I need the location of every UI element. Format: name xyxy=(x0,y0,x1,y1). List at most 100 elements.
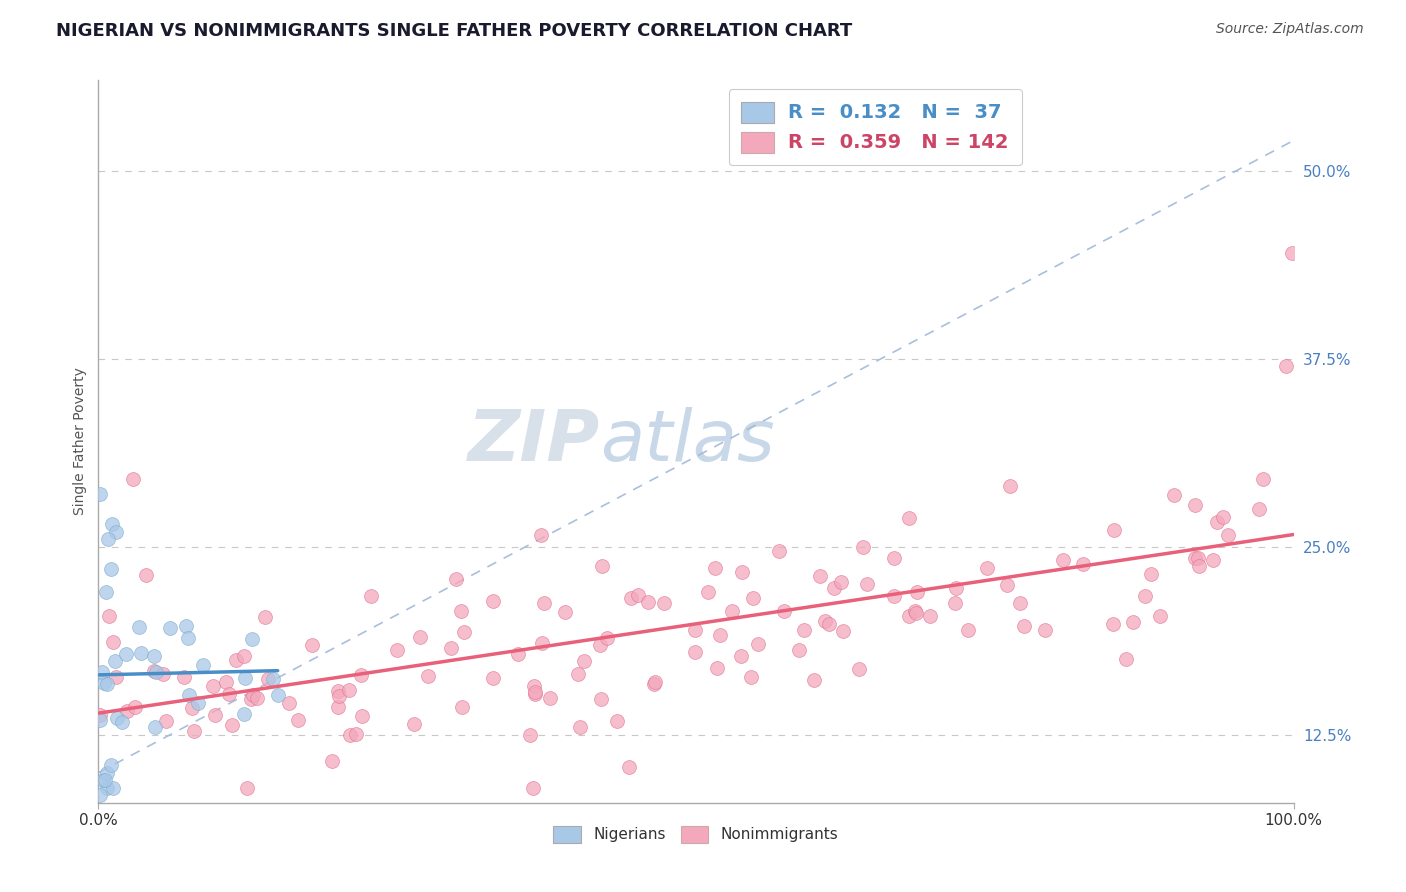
Point xyxy=(124,700,146,714)
Point xyxy=(91,665,114,680)
Point xyxy=(995,578,1018,592)
Point xyxy=(131,646,153,660)
Point xyxy=(91,773,114,788)
Point xyxy=(176,631,198,645)
Point xyxy=(143,720,166,734)
Point xyxy=(93,675,115,690)
Point xyxy=(225,653,247,667)
Point xyxy=(105,670,128,684)
Point xyxy=(1133,589,1156,603)
Point xyxy=(1275,359,1298,374)
Point xyxy=(808,569,831,583)
Point xyxy=(128,620,150,634)
Point xyxy=(637,595,659,609)
Point xyxy=(232,649,254,664)
Point xyxy=(101,780,124,795)
Point xyxy=(1212,509,1234,524)
Point xyxy=(104,654,127,668)
Point xyxy=(100,562,122,576)
Point xyxy=(98,608,121,623)
Text: ZIP: ZIP xyxy=(468,407,600,476)
Point xyxy=(1101,617,1123,632)
Point xyxy=(1251,472,1274,486)
Point xyxy=(444,572,467,586)
Point xyxy=(344,727,367,741)
Point xyxy=(215,675,238,690)
Point xyxy=(538,691,561,706)
Point xyxy=(183,723,205,738)
Point xyxy=(818,616,841,631)
Point xyxy=(627,588,650,602)
Point xyxy=(773,604,796,618)
Text: NIGERIAN VS NONIMMIGRANTS SINGLE FATHER POVERTY CORRELATION CHART: NIGERIAN VS NONIMMIGRANTS SINGLE FATHER … xyxy=(56,22,852,40)
Point xyxy=(793,624,815,638)
Point xyxy=(218,687,240,701)
Point xyxy=(1071,557,1094,571)
Point xyxy=(589,638,612,652)
Point xyxy=(481,671,503,685)
Point xyxy=(287,713,309,727)
Point xyxy=(100,758,122,772)
Point xyxy=(696,585,718,599)
Point xyxy=(1033,624,1056,638)
Point xyxy=(533,596,555,610)
Point xyxy=(595,632,617,646)
Point xyxy=(105,711,128,725)
Point xyxy=(122,472,145,486)
Point xyxy=(173,670,195,684)
Point xyxy=(321,754,343,768)
Point xyxy=(267,688,290,702)
Point xyxy=(569,720,592,734)
Point xyxy=(89,707,111,722)
Point xyxy=(883,589,905,603)
Point xyxy=(143,664,166,678)
Point xyxy=(683,644,706,658)
Point xyxy=(523,687,546,701)
Point xyxy=(1149,609,1171,624)
Point xyxy=(404,716,426,731)
Y-axis label: Single Father Poverty: Single Father Poverty xyxy=(73,368,87,516)
Point xyxy=(1247,502,1270,516)
Point xyxy=(740,670,762,684)
Point xyxy=(278,696,301,710)
Point xyxy=(440,641,463,656)
Point xyxy=(730,648,752,663)
Point xyxy=(96,677,118,691)
Point xyxy=(339,729,361,743)
Point xyxy=(1184,499,1206,513)
Point xyxy=(1104,524,1126,538)
Point xyxy=(898,511,921,525)
Point xyxy=(731,565,754,579)
Point xyxy=(617,760,640,774)
Point xyxy=(115,647,138,661)
Point xyxy=(326,684,349,698)
Point xyxy=(830,575,852,590)
Point xyxy=(855,577,877,591)
Point xyxy=(152,666,174,681)
Point xyxy=(741,591,763,605)
Point xyxy=(1008,596,1031,610)
Point xyxy=(233,671,256,685)
Point xyxy=(191,658,214,673)
Point xyxy=(1122,615,1144,629)
Point xyxy=(242,688,264,702)
Point xyxy=(453,625,475,640)
Point xyxy=(416,668,439,682)
Point xyxy=(998,479,1021,493)
Point xyxy=(94,773,117,788)
Point xyxy=(239,692,262,706)
Point xyxy=(301,638,323,652)
Point xyxy=(143,648,166,663)
Point xyxy=(179,688,201,702)
Text: Source: ZipAtlas.com: Source: ZipAtlas.com xyxy=(1216,22,1364,37)
Point xyxy=(1201,553,1223,567)
Point xyxy=(1052,552,1074,566)
Point xyxy=(96,585,118,599)
Point xyxy=(883,551,905,566)
Point xyxy=(943,596,966,610)
Point xyxy=(524,684,547,698)
Point xyxy=(246,691,269,706)
Point xyxy=(529,527,551,541)
Point xyxy=(350,709,373,723)
Legend: Nigerians, Nonimmigrants: Nigerians, Nonimmigrants xyxy=(547,820,845,849)
